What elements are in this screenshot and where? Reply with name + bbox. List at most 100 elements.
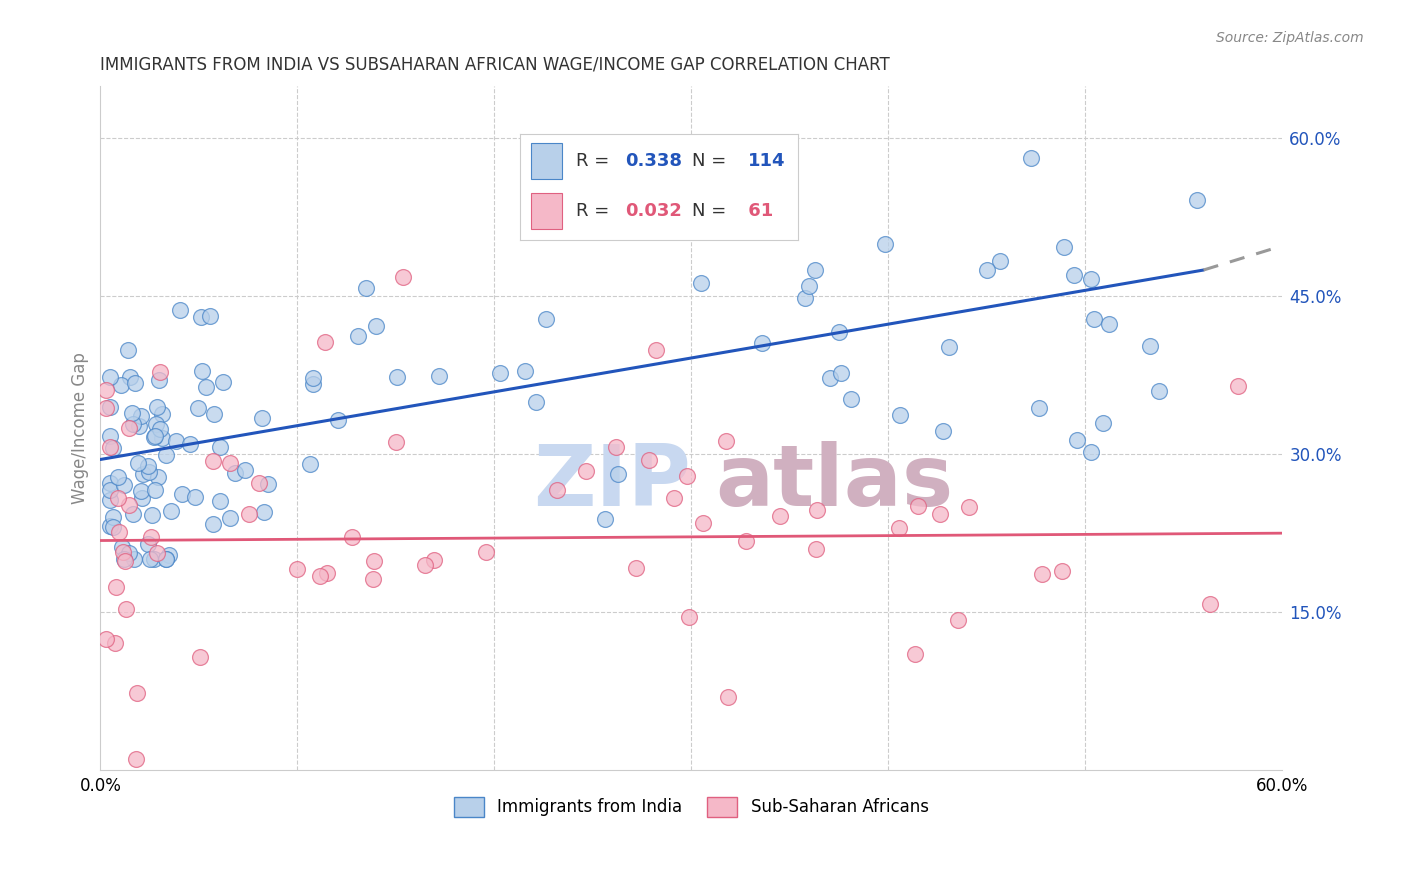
Point [315, 334, 337, 349]
Point [138, 466, 160, 480]
Point [385, 435, 408, 450]
Point [107, 491, 129, 505]
Point [124, 376, 146, 390]
Point [157, 548, 180, 562]
Point [121, 406, 143, 420]
Point [875, 236, 897, 251]
Point [342, 530, 364, 544]
Point [363, 554, 385, 568]
Point [302, 376, 325, 391]
Point [692, 516, 714, 531]
Point [887, 521, 910, 535]
Point [127, 456, 149, 470]
Point [132, 467, 155, 481]
Point [938, 340, 960, 354]
Point [932, 424, 955, 438]
Point [98, 370, 121, 384]
Point [150, 407, 173, 421]
Y-axis label: Wage/Income Gap: Wage/Income Gap [72, 352, 89, 504]
Point [238, 507, 260, 521]
Point [148, 373, 170, 387]
Point [605, 440, 627, 454]
Point [1066, 433, 1088, 447]
Point [1139, 339, 1161, 353]
Point [122, 552, 145, 566]
Point [534, 311, 557, 326]
Point [714, 434, 737, 449]
Point [326, 413, 349, 427]
Point [1031, 567, 1053, 582]
Point [149, 422, 172, 436]
Point [170, 487, 193, 501]
Text: ZIP: ZIP [534, 442, 692, 524]
Point [957, 500, 980, 515]
Point [219, 511, 242, 525]
Point [513, 364, 536, 378]
Point [139, 530, 162, 544]
Point [828, 326, 851, 340]
Point [98, 429, 121, 443]
Point [155, 552, 177, 566]
Point [129, 484, 152, 499]
Point [316, 566, 339, 581]
Text: IMMIGRANTS FROM INDIA VS SUBSAHARAN AFRICAN WAGE/INCOME GAP CORRELATION CHART: IMMIGRANTS FROM INDIA VS SUBSAHARAN AFRI… [100, 55, 890, 73]
Point [302, 371, 325, 385]
Point [96, 401, 118, 416]
Point [96, 383, 118, 397]
Point [946, 613, 969, 627]
Point [664, 491, 686, 506]
Point [1227, 378, 1250, 392]
Point [830, 367, 852, 381]
Point [209, 440, 232, 454]
Point [114, 601, 136, 615]
Point [131, 491, 153, 506]
Point [361, 572, 384, 586]
Point [122, 417, 145, 431]
Point [250, 411, 273, 425]
Point [111, 540, 134, 554]
Point [143, 483, 166, 497]
Point [136, 459, 159, 474]
Point [1198, 597, 1220, 611]
Point [806, 503, 828, 517]
Point [202, 407, 225, 421]
Point [806, 541, 828, 556]
Point [98, 440, 121, 454]
Point [160, 503, 183, 517]
Point [98, 400, 121, 414]
Point [253, 505, 276, 519]
Point [247, 475, 270, 490]
Point [145, 546, 167, 560]
Point [423, 553, 446, 567]
Point [638, 452, 661, 467]
Point [107, 470, 129, 484]
Point [427, 369, 450, 384]
Point [839, 392, 862, 406]
Legend: Immigrants from India, Sub-Saharan Africans: Immigrants from India, Sub-Saharan Afric… [447, 790, 935, 823]
Point [1083, 312, 1105, 326]
Point [309, 569, 332, 583]
Point [224, 466, 246, 480]
Point [803, 263, 825, 277]
Point [184, 490, 207, 504]
Point [191, 364, 214, 378]
Point [190, 310, 212, 324]
Text: Source: ZipAtlas.com: Source: ZipAtlas.com [1216, 31, 1364, 45]
Point [1147, 384, 1170, 398]
Point [1050, 564, 1073, 578]
Point [110, 378, 132, 392]
Point [1187, 193, 1209, 207]
Point [120, 369, 142, 384]
Point [392, 269, 415, 284]
Point [1019, 151, 1042, 165]
Point [1053, 240, 1076, 254]
Point [678, 609, 700, 624]
Point [101, 510, 124, 524]
Point [690, 277, 713, 291]
Point [131, 409, 153, 424]
Point [145, 417, 167, 431]
Point [366, 319, 388, 334]
Point [111, 545, 134, 559]
Point [146, 401, 169, 415]
Point [98, 519, 121, 533]
